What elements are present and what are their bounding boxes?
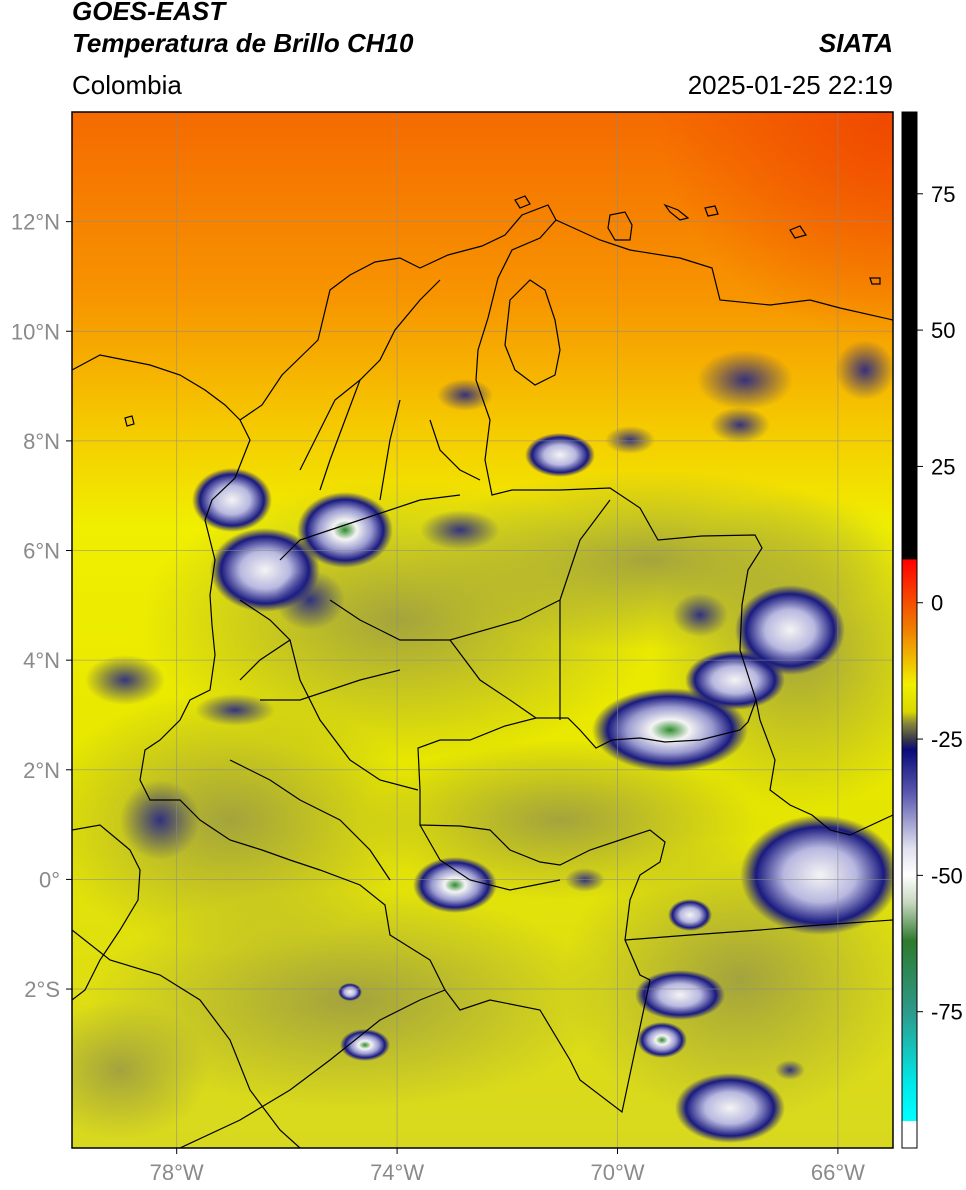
venezuela-border: [555, 219, 893, 321]
lat-tick-label: 12°N: [11, 210, 60, 235]
colorbar-tick-label: 50: [931, 318, 955, 343]
island-f: [124, 415, 135, 427]
colombia-border: [139, 204, 763, 1114]
lon-tick-label: 70°W: [590, 1160, 644, 1185]
venezuela-brazil-border: [755, 699, 893, 836]
lat-tick-label: 8°N: [23, 429, 60, 454]
colorbar-tick-label: 25: [931, 454, 955, 479]
map-frame: [71, 111, 894, 1149]
imagery-layer: [72, 112, 893, 1148]
lon-tick-label: 66°W: [811, 1160, 865, 1185]
internal-div-9: [419, 824, 561, 891]
internal-div-8: [559, 499, 611, 601]
internal-div-13: [379, 399, 401, 501]
internal-div-4: [289, 639, 419, 791]
colorbar-tick-label: -25: [931, 727, 963, 752]
colorbar-tick-label: -50: [931, 863, 963, 888]
panama-border: [72, 354, 241, 421]
island-e: [869, 277, 881, 285]
region-label: Colombia: [72, 70, 182, 100]
brazil-inner: [624, 919, 893, 941]
colorbar-tick-label: 0: [931, 591, 943, 616]
internal-div-6: [449, 639, 537, 719]
internal-div-14: [429, 419, 481, 481]
colorbar-tick-label: 75: [931, 182, 955, 207]
internal-div-1: [299, 279, 441, 471]
lat-tick-label: 2°N: [23, 758, 60, 783]
lat-tick-label: 4°N: [23, 648, 60, 673]
internal-div-5: [229, 759, 391, 881]
aruba: [607, 211, 633, 241]
island-a: [663, 203, 690, 221]
longitude-ticks: 78°W 74°W 70°W 66°W: [150, 1148, 865, 1185]
island-b: [704, 205, 719, 217]
colorbar-tick-label: -75: [931, 1000, 963, 1025]
internal-div-11: [239, 599, 291, 681]
peru-brazil-border: [179, 989, 446, 1148]
ecuador-peru-border: [72, 824, 141, 1001]
lat-tick-label: 0°: [39, 867, 60, 892]
maracaibo-lake: [504, 279, 561, 386]
graticule: [72, 112, 893, 1148]
lat-tick-label: 6°N: [23, 539, 60, 564]
political-borders: [72, 195, 893, 1148]
internal-div-3: [329, 599, 561, 641]
product-title: Temperatura de Brillo CH10: [72, 28, 414, 58]
lon-tick-label: 78°W: [150, 1160, 204, 1185]
lat-tick-label: 2°S: [24, 977, 60, 1002]
lat-tick-label: 10°N: [11, 319, 60, 344]
internal-div-12: [319, 379, 361, 491]
island-c: [789, 225, 807, 239]
lon-tick-label: 74°W: [370, 1160, 424, 1185]
timestamp-label: 2025-01-25 22:19: [687, 70, 893, 100]
peru-inner: [72, 929, 301, 1148]
organization-label: SIATA: [818, 28, 893, 58]
colorbar: 75 50 25 0 -25 -50 -75: [901, 111, 963, 1149]
internal-div-10: [260, 669, 401, 701]
internal-div-2: [279, 494, 461, 561]
island-d: [514, 195, 531, 209]
satellite-title: GOES-EAST: [72, 0, 226, 26]
latitude-ticks: 12°N 10°N 8°N 6°N 4°N 2°N 0° 2°S: [11, 210, 72, 1002]
